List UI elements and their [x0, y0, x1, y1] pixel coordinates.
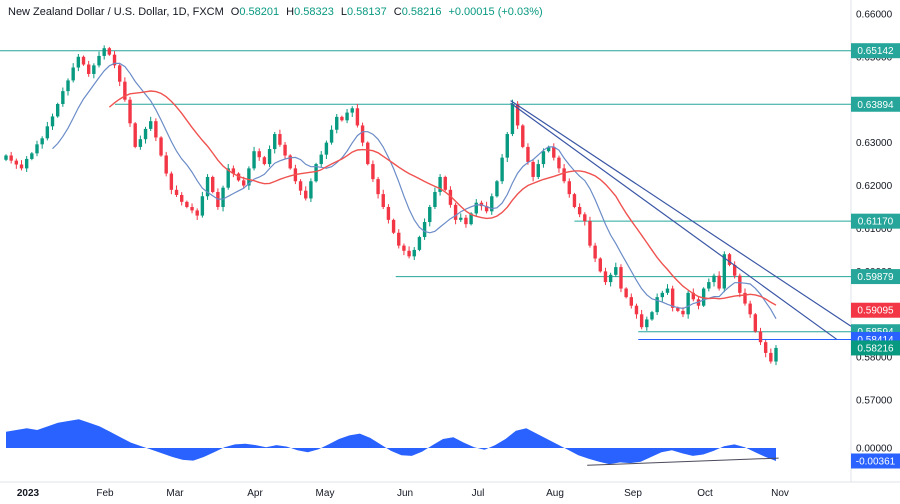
descending-trendline[interactable]	[510, 102, 837, 340]
horizontal-price-lines[interactable]	[0, 50, 851, 340]
price-badge-label: 0.59095	[857, 306, 894, 317]
low-label: L	[340, 6, 347, 18]
price-badge-label: 0.58216	[857, 343, 894, 354]
price-axis-label: 0.66000	[856, 9, 893, 20]
time-axis-label: Aug	[546, 488, 564, 499]
price-axis-label: 0.63000	[856, 138, 893, 149]
high-label: H	[286, 6, 295, 18]
time-axis-label: Feb	[96, 488, 114, 499]
price-axis-label: 0.62000	[856, 181, 893, 192]
indicator-zero-label: 0.00000	[856, 444, 893, 455]
time-axis-label: May	[316, 488, 335, 499]
high-value: 0.58323	[294, 6, 334, 18]
trendlines[interactable]	[510, 100, 852, 340]
time-axis-label: Jun	[397, 488, 413, 499]
time-axis-label: Jul	[472, 488, 485, 499]
time-axis[interactable]: 2023 Feb Mar Apr May Jun Jul Aug Sep Oct Nov	[17, 488, 789, 499]
time-axis-label: Sep	[624, 488, 642, 499]
close-value: 0.58216	[401, 6, 442, 18]
price-axis-label: 0.57000	[856, 396, 893, 407]
time-axis-label: Oct	[697, 488, 713, 499]
time-axis-label: Mar	[166, 488, 184, 499]
change-value: +0.00015 (+0.03%)	[448, 6, 543, 18]
price-badge-label: 0.65142	[857, 46, 894, 57]
open-value: 0.58201	[239, 6, 280, 18]
time-axis-label: Apr	[247, 488, 263, 499]
price-badge-label: 0.63894	[857, 100, 894, 111]
price-badge	[851, 340, 900, 356]
ma-slow-line[interactable]	[108, 90, 777, 306]
descending-trendline[interactable]	[510, 100, 852, 327]
candlestick-series[interactable]	[4, 45, 778, 366]
price-badge	[851, 96, 900, 112]
ma-fast-line[interactable]	[52, 62, 777, 319]
price-badges: 0.651420.638940.611700.598790.590950.585…	[851, 43, 900, 469]
axis-separators	[0, 0, 900, 483]
price-axis-label: 0.58000	[856, 353, 893, 364]
price-badge	[851, 453, 900, 469]
symbol-title[interactable]: New Zealand Dollar / U.S. Dollar, 1D, FX…	[8, 6, 224, 18]
time-axis-label: 2023	[17, 488, 40, 499]
indicator-area[interactable]	[6, 419, 776, 465]
indicator-trendline[interactable]	[587, 457, 779, 466]
price-badge	[851, 213, 900, 229]
price-badge	[851, 302, 900, 318]
open-label: O	[230, 6, 240, 18]
price-badge-label: 0.59879	[857, 272, 894, 283]
price-badge	[851, 269, 900, 285]
symbol-header: New Zealand Dollar / U.S. Dollar, 1D, FX…	[8, 5, 543, 19]
price-badge-label: 0.61170	[858, 217, 894, 228]
low-value: 0.58137	[346, 6, 387, 18]
price-axis-label: 0.61000	[856, 224, 893, 235]
price-badge-label: -0.00361	[856, 456, 896, 467]
time-axis-label: Nov	[771, 488, 789, 499]
price-badge	[851, 43, 900, 59]
price-axis[interactable]: 0.660000.650000.630000.620000.610000.600…	[856, 9, 893, 454]
close-label: C	[393, 6, 402, 18]
